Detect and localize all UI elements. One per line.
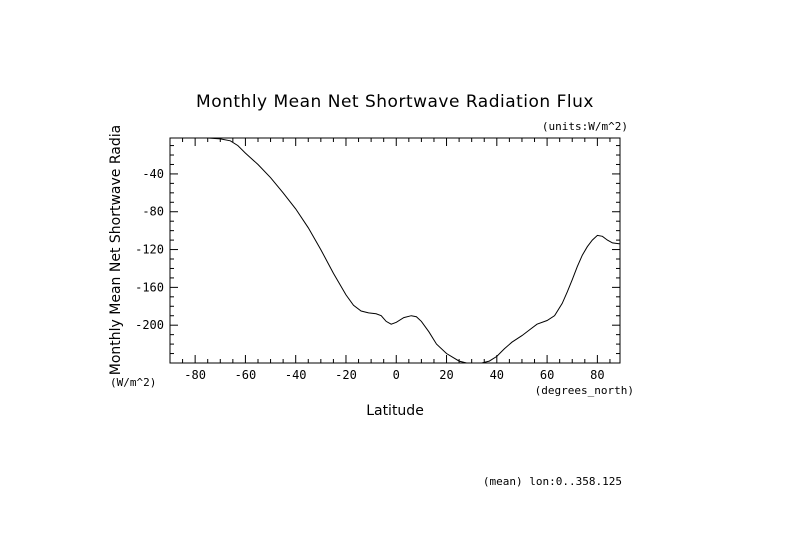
y-axis-ticks: [170, 145, 620, 364]
x-tick-label: -80: [184, 368, 206, 382]
y-tick-label: -160: [135, 280, 164, 294]
x-tick-label: -20: [335, 368, 357, 382]
y-axis-tick-labels: -40 -80 -120 -160 -200: [135, 167, 164, 332]
x-axis-units: (degrees_north): [535, 384, 634, 397]
x-tick-label: -40: [285, 368, 307, 382]
y-axis-label: Monthly Mean Net Shortwave Radia: [108, 125, 124, 375]
y-tick-label: -40: [142, 167, 164, 181]
x-axis-tick-labels: -80 -60 -40 -20 0 20 40 60 80: [184, 368, 604, 382]
x-tick-label: -60: [235, 368, 257, 382]
x-tick-label: 60: [540, 368, 554, 382]
x-tick-label: 20: [439, 368, 453, 382]
y-tick-label: -120: [135, 243, 164, 257]
series-line: [207, 137, 621, 364]
footnote: (mean) lon:0..358.125: [483, 475, 622, 488]
units-label: (units:W/m^2): [542, 120, 628, 133]
y-tick-label: -80: [142, 205, 164, 219]
chart-title: Monthly Mean Net Shortwave Radiation Flu…: [196, 92, 594, 112]
x-tick-label: 0: [393, 368, 400, 382]
x-tick-label: 40: [490, 368, 504, 382]
x-axis-label: Latitude: [366, 403, 424, 419]
y-tick-label: -200: [135, 318, 164, 332]
y-axis-units: (W/m^2): [110, 376, 156, 389]
x-tick-label: 80: [590, 368, 604, 382]
plot-frame: [169, 137, 621, 364]
x-axis-ticks: [169, 138, 611, 363]
